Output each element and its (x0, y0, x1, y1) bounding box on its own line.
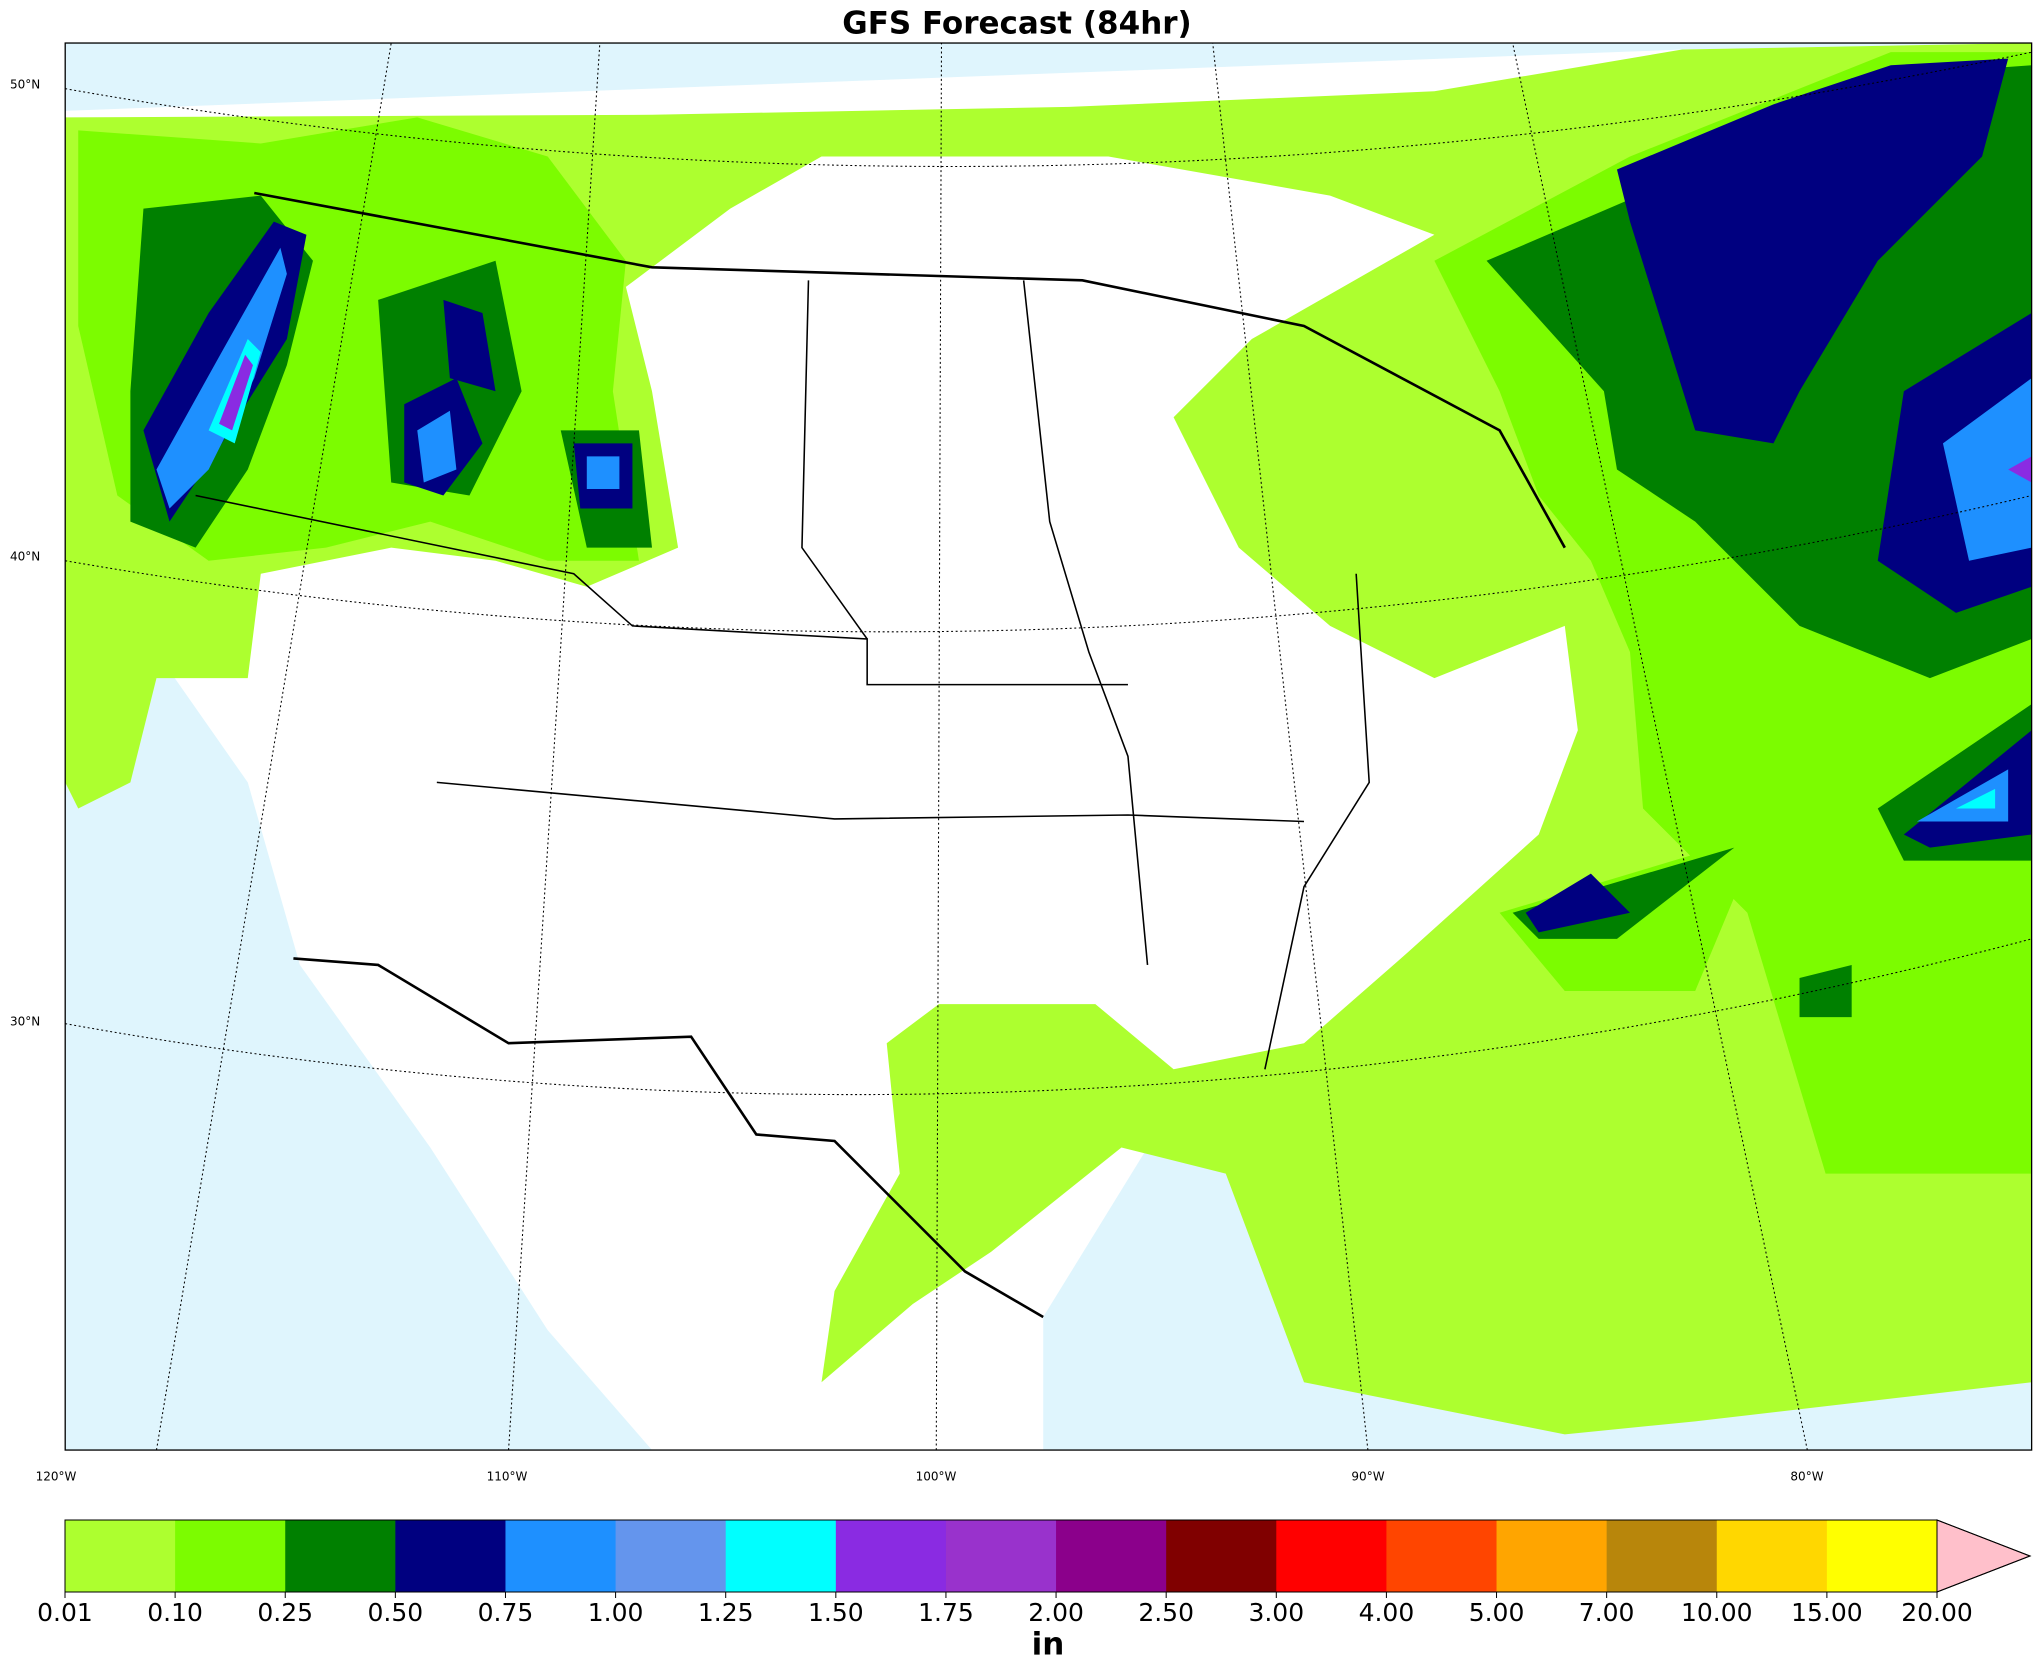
colorbar-extend (1936, 1519, 2032, 1593)
colorbar-tick-label: 3.00 (1248, 1598, 1304, 1627)
colorbar-segment (285, 1520, 396, 1592)
colorbar-segment (725, 1520, 837, 1592)
colorbar-segment (1826, 1520, 1938, 1592)
colorbar-tick-label: 1.50 (808, 1598, 864, 1627)
colorbar-segment (65, 1520, 176, 1592)
colorbar-unit: in (1032, 1627, 1065, 1663)
colorbar-segment (1716, 1520, 1828, 1592)
lat-label: 40°N (10, 550, 40, 564)
colorbar-tick-label: 7.00 (1579, 1598, 1635, 1627)
lon-label: 90°W (1351, 1470, 1384, 1484)
precip-0.5 (143, 58, 2032, 933)
colorbar-tick-label: 20.00 (1901, 1598, 1973, 1627)
state-lines (195, 280, 1370, 1070)
colorbar-segment (945, 1520, 1057, 1592)
colorbar-segment (1276, 1520, 1387, 1592)
colorbar-tick-label: 1.00 (588, 1598, 644, 1627)
map (64, 42, 2033, 1451)
lat-label: 50°N (10, 78, 40, 92)
colorbar-segment (1496, 1520, 1608, 1592)
lon-label: 100°W (916, 1470, 957, 1484)
colorbar-segment (615, 1520, 727, 1592)
map-frame (64, 42, 2033, 1451)
colorbar-tick-label: 0.50 (368, 1598, 424, 1627)
precip-0.1 (78, 52, 2032, 1174)
colorbar-segment (835, 1520, 947, 1592)
colorbar-tick-label: 1.25 (698, 1598, 754, 1627)
lon-label: 110°W (487, 1470, 528, 1484)
lat-label: 30°N (10, 1015, 40, 1029)
colorbar-tick-label: 1.75 (918, 1598, 974, 1627)
colorbar-tick-label: 4.00 (1359, 1598, 1415, 1627)
colorbar-segment (395, 1520, 506, 1592)
colorbar-tick-label: 2.50 (1138, 1598, 1194, 1627)
lon-label: 120°W (36, 1470, 77, 1484)
graticule (65, 43, 2032, 1451)
colorbar-tick-label: 2.00 (1028, 1598, 1084, 1627)
colorbar-segment (1606, 1520, 1718, 1592)
colorbar-tick-label: 0.75 (478, 1598, 534, 1627)
colorbar-tick-label: 0.10 (147, 1598, 203, 1627)
colorbar-segment (1056, 1520, 1167, 1592)
colorbar-tick-label: 15.00 (1791, 1598, 1863, 1627)
colorbar-tick-label: 10.00 (1681, 1598, 1753, 1627)
precip-0.25 (130, 65, 2032, 1018)
colorbar-segment (1166, 1520, 1277, 1592)
colorbar-tick-label: 0.25 (257, 1598, 313, 1627)
colorbar-segment (505, 1520, 617, 1592)
colorbar-segment (175, 1520, 286, 1592)
lon-label: 80°W (1790, 1470, 1823, 1484)
map-title: GFS Forecast (84hr) (842, 6, 1191, 42)
colorbar-outline (64, 1519, 2032, 1593)
colorbar-segment (1386, 1520, 1498, 1592)
colorbar-tick-label: 5.00 (1469, 1598, 1525, 1627)
colorbar-tick-label: 0.01 (37, 1598, 93, 1627)
borders (254, 191, 1566, 1319)
